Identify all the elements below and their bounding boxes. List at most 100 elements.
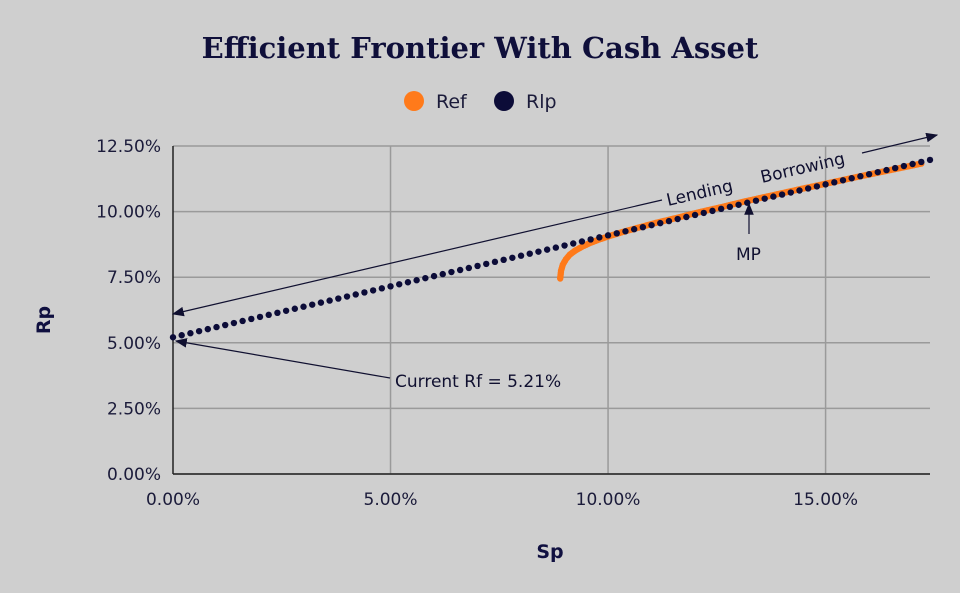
x-tick-label: 0.00% bbox=[146, 490, 200, 510]
series-rlp bbox=[169, 156, 934, 341]
rlp-point bbox=[509, 254, 516, 261]
rlp-point bbox=[778, 191, 786, 198]
rlp-point bbox=[335, 295, 342, 302]
rlp-point bbox=[578, 238, 586, 245]
rlp-point bbox=[543, 246, 551, 253]
rlp-point bbox=[848, 175, 855, 182]
rlp-point bbox=[378, 285, 386, 292]
rlp-point bbox=[413, 277, 420, 284]
y-tick-label: 10.00% bbox=[96, 203, 161, 223]
legend-marker-rlp bbox=[494, 91, 514, 111]
rlp-point bbox=[622, 228, 629, 235]
legend-marker-ref bbox=[404, 91, 424, 111]
y-tick-label: 0.00% bbox=[107, 465, 161, 485]
rlp-point bbox=[839, 177, 847, 184]
rlp-point bbox=[587, 236, 594, 243]
rlp-point bbox=[648, 221, 655, 229]
y-tick-label: 2.50% bbox=[107, 399, 161, 419]
rlp-point bbox=[169, 334, 177, 341]
x-tick-label: 10.00% bbox=[576, 490, 641, 510]
rlp-point bbox=[361, 289, 368, 296]
rlp-point bbox=[752, 197, 760, 204]
rlp-point bbox=[456, 266, 464, 274]
rlp-point bbox=[552, 244, 560, 251]
x-tick-label: 5.00% bbox=[364, 490, 418, 510]
rlp-point bbox=[918, 158, 925, 166]
rlp-point bbox=[213, 323, 220, 331]
rlp-point bbox=[517, 252, 525, 259]
rlp-point bbox=[665, 217, 673, 225]
rlp-point bbox=[883, 166, 890, 174]
rlp-point bbox=[248, 315, 255, 323]
rlp-point bbox=[726, 203, 734, 211]
rlp-point bbox=[291, 305, 299, 312]
rlp-point bbox=[387, 283, 394, 290]
rlp-point bbox=[717, 205, 725, 213]
rlp-point bbox=[430, 272, 438, 280]
rlp-point bbox=[535, 248, 542, 255]
legend-label-ref: Ref bbox=[436, 91, 468, 113]
rlp-point bbox=[700, 209, 707, 217]
rlp-point bbox=[683, 213, 690, 221]
rlp-point bbox=[561, 242, 568, 249]
rlp-point bbox=[761, 195, 768, 202]
legend: Ref Rlp bbox=[404, 91, 557, 113]
rlp-point bbox=[796, 187, 803, 194]
rlp-point bbox=[343, 293, 351, 300]
lending-arrow bbox=[171, 199, 663, 317]
rlp-point bbox=[178, 332, 185, 339]
rlp-point bbox=[326, 297, 333, 304]
rlp-point bbox=[500, 256, 507, 264]
rlp-point bbox=[396, 281, 403, 288]
rlp-point bbox=[570, 240, 577, 247]
rlp-point bbox=[265, 311, 272, 319]
rlp-point bbox=[831, 179, 838, 186]
rlp-point bbox=[735, 201, 742, 208]
rlp-point bbox=[857, 173, 864, 180]
rlp-point bbox=[317, 299, 325, 306]
rlp-point bbox=[787, 189, 794, 196]
rlp-point bbox=[674, 215, 681, 223]
chart-title: Efficient Frontier With Cash Asset bbox=[202, 31, 759, 65]
rlp-point bbox=[709, 207, 716, 215]
rlp-point bbox=[874, 168, 881, 176]
rlp-point bbox=[639, 223, 647, 231]
rlp-point bbox=[204, 325, 212, 333]
rlp-point bbox=[813, 183, 821, 190]
rlp-point bbox=[282, 307, 290, 314]
rlp-point bbox=[909, 160, 916, 168]
y-axis-title: Rp bbox=[33, 306, 55, 334]
rlp-point bbox=[483, 260, 490, 268]
rlp-point bbox=[222, 321, 229, 329]
mp-label: MP bbox=[736, 245, 761, 265]
rlp-point bbox=[300, 303, 307, 310]
rlp-point bbox=[239, 317, 246, 325]
y-tick-label: 5.00% bbox=[107, 334, 161, 354]
rlp-point bbox=[230, 319, 238, 327]
rlp-point bbox=[822, 181, 829, 188]
rlp-point bbox=[422, 274, 429, 282]
x-axis-title: Sp bbox=[536, 541, 563, 563]
rlp-point bbox=[404, 279, 412, 286]
rf-label: Current Rf = 5.21% bbox=[395, 372, 561, 392]
rlp-point bbox=[613, 230, 620, 237]
rlp-point bbox=[352, 291, 359, 298]
rlp-point bbox=[865, 170, 873, 178]
y-tick-label: 12.50% bbox=[96, 137, 161, 157]
rlp-point bbox=[187, 330, 194, 337]
rlp-point bbox=[369, 287, 377, 294]
rlp-point bbox=[256, 313, 264, 321]
rlp-point bbox=[491, 258, 499, 266]
rlp-point bbox=[770, 193, 777, 200]
rlp-point bbox=[926, 156, 934, 164]
rlp-point bbox=[474, 262, 481, 270]
rlp-point bbox=[274, 309, 281, 317]
rlp-point bbox=[804, 185, 812, 192]
rlp-point bbox=[630, 226, 638, 233]
rlp-point bbox=[691, 211, 699, 219]
rlp-point bbox=[891, 164, 899, 172]
rlp-point bbox=[309, 301, 316, 308]
rlp-point bbox=[657, 219, 664, 227]
